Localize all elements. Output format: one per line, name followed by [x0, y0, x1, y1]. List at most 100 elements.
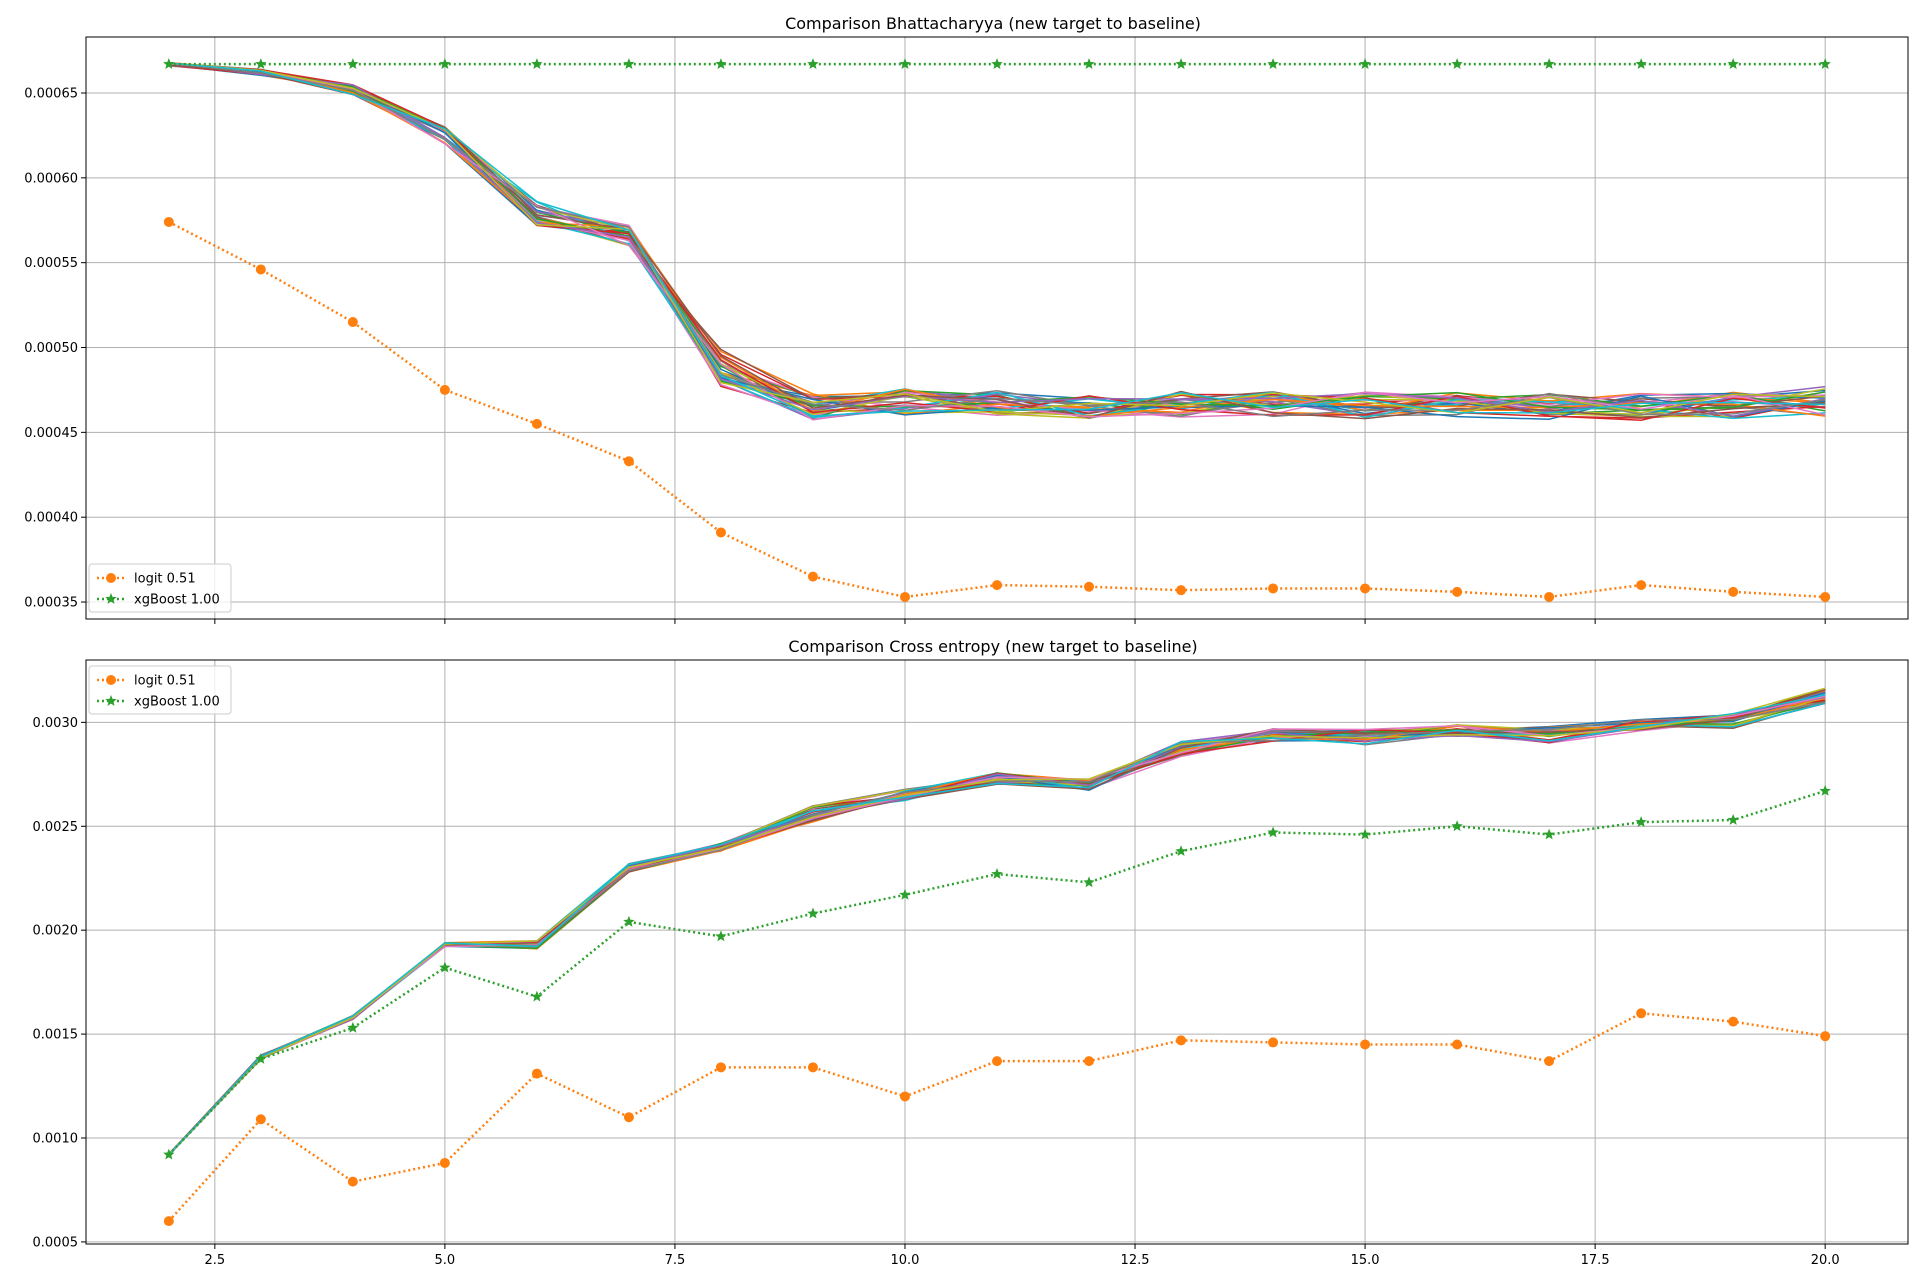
- data-point-xgboost: [715, 930, 727, 942]
- data-point-logit: [1360, 1039, 1371, 1050]
- data-point-logit: [163, 216, 174, 227]
- legend-entry-logit: logit 0.51: [97, 572, 196, 587]
- data-point-logit: [1728, 1016, 1739, 1027]
- data-point-logit: [1084, 1056, 1095, 1067]
- data-point-xgboost: [1175, 58, 1187, 69]
- data-point-xgboost: [1727, 58, 1739, 69]
- series-xgboost: [163, 784, 1831, 1160]
- data-point-logit: [715, 527, 726, 538]
- data-point-xgboost: [1267, 58, 1279, 69]
- data-point-xgboost: [991, 868, 1003, 879]
- data-point-logit: [623, 456, 634, 467]
- data-point-xgboost: [531, 58, 543, 69]
- bhattacharyya-legend: logit 0.51 xgBoost 1.00: [88, 563, 232, 613]
- data-point-logit: [992, 1056, 1002, 1067]
- legend-label-logit: logit 0.51: [134, 572, 196, 587]
- data-point-xgboost: [991, 58, 1003, 69]
- data-point-xgboost: [1359, 58, 1371, 69]
- data-point-logit: [1268, 583, 1279, 594]
- data-point-logit: [1452, 1039, 1463, 1050]
- data-point-xgboost: [1543, 828, 1555, 840]
- data-point-logit: [899, 591, 910, 602]
- data-point-xgboost: [715, 58, 727, 69]
- series-xgboost: [163, 58, 1831, 69]
- data-point-logit: [255, 264, 266, 275]
- x-tick-label: 12.5: [1121, 1253, 1150, 1268]
- data-point-xgboost: [347, 58, 359, 69]
- y-tick-label: 0.0025: [33, 820, 79, 835]
- data-point-logit: [807, 571, 818, 582]
- data-point-logit: [1544, 591, 1555, 602]
- background-series-line: [168, 62, 1826, 417]
- background-series-line: [168, 687, 1826, 1156]
- y-tick-label: 0.00060: [24, 171, 78, 186]
- data-point-xgboost: [1083, 876, 1095, 888]
- bhattacharyya-background-series: [168, 61, 1826, 422]
- bhattacharyya-grid: [86, 37, 1908, 619]
- data-point-logit: [1176, 585, 1187, 596]
- background-series-line: [168, 64, 1826, 421]
- y-tick-label: 0.0020: [33, 924, 79, 939]
- data-point-logit: [1728, 586, 1739, 597]
- data-point-logit: [807, 1062, 818, 1073]
- data-point-logit: [255, 1114, 266, 1125]
- data-point-xgboost: [807, 907, 819, 919]
- data-point-logit: [1176, 1035, 1187, 1046]
- data-point-logit: [623, 1112, 634, 1123]
- cross-entropy-axes-frame: [85, 659, 1909, 1245]
- y-tick-label: 0.00050: [24, 341, 78, 356]
- bhattacharyya-named-series: [163, 58, 1831, 602]
- data-point-logit: [531, 418, 542, 429]
- x-tick-label: 5.0: [435, 1253, 456, 1268]
- data-point-xgboost: [1175, 845, 1187, 857]
- data-point-xgboost: [899, 58, 911, 69]
- data-point-logit: [1452, 586, 1463, 597]
- data-point-xgboost: [255, 58, 267, 69]
- data-point-xgboost: [899, 888, 911, 900]
- data-point-logit: [439, 1157, 450, 1168]
- data-point-xgboost: [1727, 814, 1739, 825]
- data-point-xgboost: [347, 1021, 359, 1033]
- x-tick-label: 20.0: [1811, 1253, 1840, 1268]
- series-logit: [163, 1008, 1831, 1227]
- bhattacharyya-panel: Comparison Bhattacharyya (new target to …: [24, 14, 1909, 624]
- cross-entropy-legend: logit 0.51 xgBoost 1.00: [88, 665, 232, 715]
- bhattacharyya-axes-frame: [85, 36, 1909, 620]
- data-point-xgboost: [1359, 828, 1371, 840]
- y-tick-label: 0.0005: [33, 1235, 79, 1250]
- x-tick-label: 10.0: [891, 1253, 920, 1268]
- data-point-logit: [1820, 591, 1831, 602]
- cross-entropy-named-series: [163, 784, 1831, 1227]
- data-point-logit: [1636, 1008, 1647, 1019]
- data-point-xgboost: [439, 961, 451, 973]
- y-tick-label: 0.00035: [24, 596, 78, 611]
- x-tick-label: 2.5: [204, 1253, 225, 1268]
- cross-entropy-background-series: [168, 687, 1826, 1156]
- data-point-logit: [1084, 581, 1095, 592]
- data-point-xgboost: [1451, 820, 1463, 832]
- data-point-xgboost: [439, 58, 451, 69]
- data-point-logit: [439, 384, 450, 395]
- data-point-xgboost: [531, 990, 543, 1002]
- cross-entropy-title: Comparison Cross entropy (new target to …: [788, 637, 1197, 656]
- y-tick-label: 0.00055: [24, 256, 78, 271]
- legend-entry-xgboost: xgBoost 1.00: [97, 593, 220, 608]
- legend-marker-xgboost: [105, 695, 117, 706]
- data-point-xgboost: [1083, 58, 1095, 69]
- cross-entropy-panel: Comparison Cross entropy (new target to …: [33, 637, 1909, 1268]
- data-point-xgboost: [255, 1053, 267, 1064]
- data-point-xgboost: [1819, 58, 1831, 69]
- legend-marker-logit: [106, 573, 116, 583]
- data-point-xgboost: [163, 1148, 175, 1160]
- cross-entropy-y-ticks: 0.0005 0.0010 0.0015 0.0020 0.0025 0.0030: [33, 716, 86, 1250]
- data-point-logit: [347, 1176, 358, 1187]
- data-point-logit: [347, 317, 358, 328]
- series-logit: [163, 216, 1831, 602]
- data-point-logit: [1360, 583, 1371, 594]
- data-point-xgboost: [1451, 58, 1463, 69]
- legend-marker-logit: [106, 675, 116, 685]
- background-series-line: [168, 64, 1826, 420]
- legend-entry-logit: logit 0.51: [97, 674, 196, 689]
- data-point-xgboost: [163, 58, 175, 69]
